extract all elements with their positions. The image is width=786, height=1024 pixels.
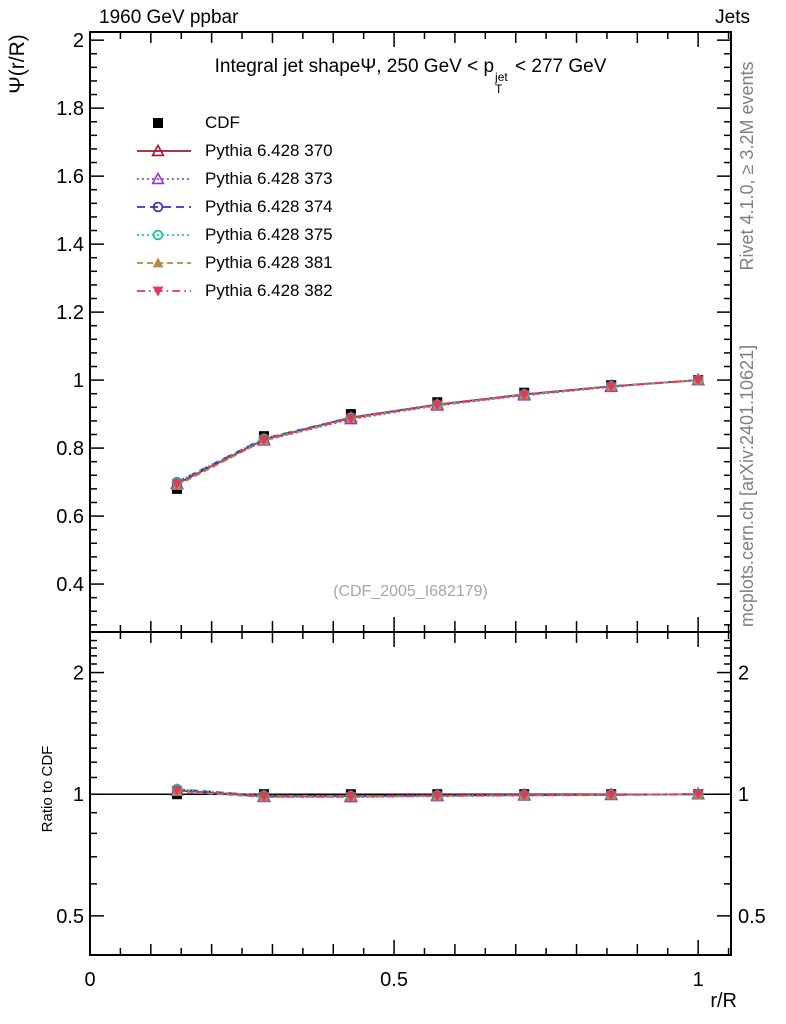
legend-item: Pythia 6.428 375: [136, 221, 333, 249]
main-y-axis-title: Ψ(r/R): [6, 34, 29, 94]
ratio-y-tick-label: 1: [73, 784, 84, 806]
legend-item: Pythia 6.428 374: [136, 193, 333, 221]
legend-marker-sample: [137, 257, 191, 268]
mcplots-attribution-note: mcplots.cern.ch [arXiv:2401.10621]: [737, 345, 757, 627]
analysis-group-label: Jets: [715, 7, 750, 28]
pythia-6-428-382-marker-main: [605, 382, 617, 393]
main-y-tick-label: 1.4: [56, 234, 84, 256]
legend-marker-sample: [137, 286, 191, 297]
psi-symbol: Ψ: [360, 56, 377, 77]
pythia-6-428-382-marker-ratio: [518, 790, 530, 801]
pt-sub-sup: jet T: [495, 71, 508, 95]
pythia-6-428-382-marker-ratio: [605, 790, 617, 801]
legend-label: Pythia 6.428 374: [205, 197, 333, 216]
mc-curve-main: [176, 379, 699, 487]
main-y-tick-label: 0.4: [56, 574, 84, 596]
legend-label: Pythia 6.428 382: [205, 281, 333, 300]
ratio-y-tick-label: 2: [738, 663, 749, 685]
legend-item: CDF: [136, 109, 333, 137]
main-y-tick-label: 0.8: [56, 438, 84, 460]
plot-title: Integral jet shapeΨ, 250 GeV < p jet T < 2…: [90, 56, 731, 95]
analysis-id-watermark: (CDF_2005_I682179): [333, 583, 488, 600]
main-y-tick-label: 1.6: [56, 166, 84, 188]
x-tick-label: 1: [693, 969, 704, 991]
pt-subscript: T: [495, 82, 503, 96]
pythia-6-428-381-marker-legend: [152, 257, 164, 268]
x-tick-label: 0.5: [380, 969, 408, 991]
x-axis-title: r/R: [710, 990, 737, 1012]
legend-marker-sample: [137, 143, 191, 157]
mc-curve-main: [176, 379, 699, 485]
pythia-6-428-382-marker-main: [171, 479, 183, 490]
pythia-6-428-375-marker-legend: [152, 229, 164, 241]
legend-item: Pythia 6.428 370: [136, 137, 333, 165]
ratio-y-tick-label: 2: [73, 663, 84, 685]
main-y-tick-label: 1: [73, 370, 84, 392]
beam-energy-label: 1960 GeV ppbar: [99, 7, 239, 28]
legend-item: Pythia 6.428 382: [136, 277, 333, 305]
legend-marker-sample: [137, 171, 191, 185]
pythia-6-428-374-marker-legend: [152, 201, 164, 213]
ratio-y-tick-label: 1: [738, 784, 749, 806]
pythia-6-428-382-marker-ratio: [171, 785, 183, 796]
main-y-tick-label: 1.2: [56, 302, 84, 324]
pt-superscript: jet: [495, 70, 508, 84]
pythia-6-428-382-marker-ratio: [431, 791, 443, 802]
pythia-6-428-382-marker-main: [692, 375, 704, 386]
ratio-y-tick-label: 0.5: [738, 906, 766, 928]
legend-marker-sample: [137, 201, 191, 213]
plot-title-text: , 250 GeV < p: [376, 56, 495, 77]
mc-curve-main: [176, 379, 699, 483]
plot-title-text: < 277 GeV: [509, 56, 607, 77]
pythia-6-428-382-marker-main: [345, 413, 357, 424]
pythia-6-428-382-marker-legend: [152, 286, 164, 297]
main-y-tick-label: 2: [73, 30, 84, 52]
mc-curve-main: [176, 379, 699, 485]
pythia-6-428-382-marker-main: [518, 390, 530, 401]
pythia-6-428-373-marker-legend: [151, 171, 165, 185]
legend-label: CDF: [205, 113, 240, 132]
pythia-6-428-382-marker-main: [258, 435, 270, 446]
legend-item: Pythia 6.428 373: [136, 165, 333, 193]
main-y-tick-label: 1.8: [56, 98, 84, 120]
legend-label: Pythia 6.428 373: [205, 169, 333, 188]
cdf-marker-legend: [153, 118, 163, 128]
mc-curve-main: [176, 379, 699, 485]
legend-label: Pythia 6.428 381: [205, 253, 333, 272]
pythia-6-428-370-marker-legend: [151, 143, 165, 157]
legend: CDF Pythia 6.428 370 Pythia 6.428 373 Pythi…: [136, 109, 333, 305]
pythia-6-428-382-marker-ratio: [345, 792, 357, 803]
legend-label: Pythia 6.428 370: [205, 141, 333, 160]
pythia-6-428-382-marker-ratio: [258, 791, 270, 802]
legend-marker-sample: [137, 229, 191, 241]
main-y-tick-label: 0.6: [56, 506, 84, 528]
pythia-6-428-382-marker-ratio: [692, 789, 704, 800]
plot-title-text: Integral jet shape: [214, 56, 361, 77]
pythia-6-428-382-marker-main: [431, 400, 443, 411]
ratio-y-tick-label: 0.5: [56, 906, 84, 928]
legend-label: Pythia 6.428 375: [205, 225, 333, 244]
rivet-version-note: Rivet 4.1.0, ≥ 3.2M events: [737, 62, 757, 271]
legend-item: Pythia 6.428 381: [136, 249, 333, 277]
ratio-y-axis-title: Ratio to CDF: [39, 746, 56, 833]
legend-marker-sample: [153, 118, 163, 128]
x-tick-label: 0: [84, 969, 95, 991]
mc-curve-main: [176, 379, 699, 483]
